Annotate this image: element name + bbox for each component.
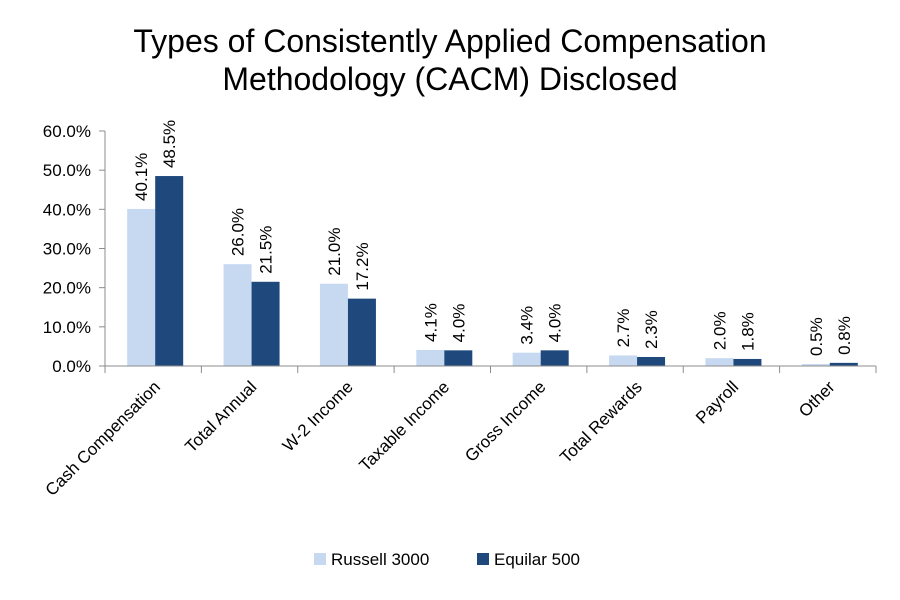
bar-russell-3000 bbox=[416, 349, 445, 366]
data-label: 21.0% bbox=[325, 228, 344, 276]
data-label: 0.5% bbox=[807, 317, 826, 356]
y-tick-label: 10.0% bbox=[43, 318, 91, 337]
x-category-label: Taxable Income bbox=[356, 377, 454, 475]
data-label: 4.1% bbox=[421, 303, 440, 342]
y-tick-label: 60.0% bbox=[43, 122, 91, 141]
legend-label: Russell 3000 bbox=[331, 550, 429, 569]
y-tick-label: 50.0% bbox=[43, 161, 91, 180]
data-label: 21.5% bbox=[257, 226, 276, 274]
data-label: 17.2% bbox=[353, 242, 372, 290]
bar-equilar-500 bbox=[155, 176, 184, 366]
bar-equilar-500 bbox=[251, 281, 280, 366]
bar-equilar-500 bbox=[733, 358, 762, 366]
data-label: 2.0% bbox=[710, 311, 729, 350]
data-label: 0.8% bbox=[835, 316, 854, 355]
y-tick-label: 40.0% bbox=[43, 200, 91, 219]
x-category-label: Payroll bbox=[692, 377, 742, 427]
y-tick-label: 0.0% bbox=[52, 357, 91, 376]
data-label: 2.7% bbox=[614, 309, 633, 348]
bar-equilar-500 bbox=[637, 356, 666, 366]
bar-russell-3000 bbox=[223, 264, 252, 366]
x-category-label: Cash Compensation bbox=[42, 377, 164, 499]
bar-russell-3000 bbox=[801, 364, 830, 366]
bar-russell-3000 bbox=[127, 208, 156, 366]
x-category-label: W-2 Income bbox=[279, 377, 357, 455]
data-label: 4.0% bbox=[546, 304, 565, 343]
data-label: 48.5% bbox=[160, 120, 179, 168]
data-label: 4.0% bbox=[449, 304, 468, 343]
x-category-label: Total Annual bbox=[181, 377, 260, 456]
x-category-label: Gross Income bbox=[461, 377, 549, 465]
bar-equilar-500 bbox=[444, 350, 473, 366]
bar-russell-3000 bbox=[609, 355, 638, 366]
bar-equilar-500 bbox=[540, 350, 569, 366]
bar-equilar-500 bbox=[347, 298, 376, 366]
data-label: 2.3% bbox=[642, 310, 661, 349]
chart-title-line-2: Methodology (CACM) Disclosed bbox=[222, 61, 678, 97]
chart-title-line-1: Types of Consistently Applied Compensati… bbox=[133, 23, 767, 59]
data-label: 40.1% bbox=[132, 153, 151, 201]
bar-russell-3000 bbox=[319, 283, 348, 366]
x-category-label: Other bbox=[795, 377, 839, 421]
data-label: 26.0% bbox=[229, 208, 248, 256]
y-tick-label: 30.0% bbox=[43, 240, 91, 259]
bar-russell-3000 bbox=[512, 352, 541, 366]
data-label: 3.4% bbox=[518, 306, 537, 345]
data-label: 1.8% bbox=[738, 312, 757, 351]
legend-label: Equilar 500 bbox=[494, 550, 580, 569]
bar-equilar-500 bbox=[829, 362, 858, 366]
legend-swatch-equilar-500 bbox=[477, 553, 489, 565]
y-tick-label: 20.0% bbox=[43, 279, 91, 298]
bar-russell-3000 bbox=[705, 358, 734, 366]
x-category-label: Total Rewards bbox=[556, 377, 646, 467]
chart-title: Types of Consistently Applied Compensati… bbox=[0, 22, 900, 98]
legend-swatch-russell-3000 bbox=[314, 553, 326, 565]
